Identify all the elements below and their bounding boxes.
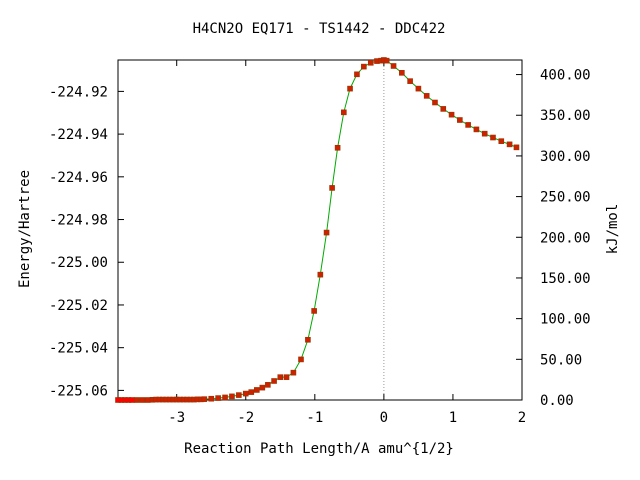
- data-point: [390, 63, 397, 69]
- data-point: [277, 374, 284, 380]
- data-point: [248, 389, 255, 395]
- x-tick-label: -1: [306, 410, 323, 426]
- series-line: [118, 59, 517, 401]
- x-tick-label: -3: [168, 410, 185, 426]
- data-point: [144, 397, 151, 403]
- x-tick-label: 0: [380, 410, 388, 426]
- data-point: [383, 57, 390, 64]
- y-tick-label: -225.02: [49, 298, 108, 314]
- data-point: [440, 106, 447, 112]
- data-point: [329, 185, 335, 191]
- data-point: [354, 71, 360, 78]
- data-point: [311, 308, 317, 314]
- data-point: [229, 393, 235, 400]
- data-point: [465, 122, 471, 128]
- data-point: [254, 387, 260, 393]
- y-tick-label: -224.92: [49, 84, 108, 100]
- data-point: [423, 93, 430, 99]
- y2-tick-label: 400.00: [540, 68, 591, 84]
- data-point: [506, 141, 513, 148]
- x-tick-label: 2: [518, 410, 526, 426]
- data-point: [473, 126, 480, 133]
- y-tick-label: -225.04: [49, 341, 108, 357]
- data-point: [283, 374, 290, 380]
- y-tick-label: -224.98: [49, 213, 108, 229]
- x-tick-label: -2: [237, 410, 254, 426]
- data-point: [236, 392, 242, 398]
- data-point: [481, 130, 488, 137]
- data-point: [265, 382, 271, 388]
- data-point: [317, 271, 324, 278]
- y2-tick-label: 0.00: [540, 393, 574, 409]
- data-point: [334, 144, 341, 151]
- data-point: [129, 397, 135, 403]
- y2-tick-label: 100.00: [540, 312, 591, 328]
- data-point: [513, 144, 520, 151]
- chart-title: H4CN2O EQ171 - TS1442 - DDC422: [193, 21, 446, 37]
- y-tick-label: -224.96: [49, 170, 108, 186]
- data-point: [367, 59, 374, 66]
- data-point: [347, 85, 353, 92]
- y2-tick-label: 50.00: [540, 352, 582, 368]
- data-point: [399, 70, 405, 76]
- data-point: [290, 369, 297, 376]
- data-point: [215, 395, 221, 401]
- data-point: [259, 384, 266, 391]
- y-tick-label: -225.06: [49, 383, 108, 399]
- x-axis-label: Reaction Path Length/A amu^{1/2}: [184, 441, 454, 457]
- y2-tick-label: 300.00: [540, 149, 591, 165]
- data-point: [457, 117, 463, 123]
- data-point: [341, 109, 347, 116]
- data-point: [242, 390, 249, 397]
- data-point: [448, 111, 455, 118]
- y-tick-label: -225.00: [49, 255, 108, 271]
- data-point: [201, 396, 208, 402]
- data-point: [498, 138, 505, 144]
- data-point: [323, 229, 330, 236]
- data-point: [133, 397, 140, 403]
- x-tick-label: 1: [449, 410, 457, 426]
- data-point: [222, 394, 228, 401]
- data-point: [361, 63, 367, 70]
- data-point: [139, 397, 145, 403]
- y-axis-right: 0.00 50.00 100.00 150.00 200.00 250.00 300.00 3…: [516, 68, 591, 409]
- data-point: [415, 85, 422, 92]
- data-point: [271, 378, 277, 384]
- y2-axis-label: kJ/mol: [605, 204, 621, 255]
- y2-tick-label: 250.00: [540, 190, 591, 206]
- energy-series: [115, 57, 520, 403]
- data-point: [432, 99, 438, 106]
- data-point: [298, 356, 304, 363]
- y-axis-left: -224.92 -224.94 -224.96 -224.98 -225.00 -225.…: [49, 84, 124, 399]
- y-axis-label: Energy/Hartree: [17, 170, 33, 288]
- plot-frame: [117, 59, 523, 401]
- y2-tick-label: 200.00: [540, 230, 591, 246]
- x-axis: -3 -2 -1 0 1 2: [168, 60, 526, 426]
- y2-tick-label: 350.00: [540, 108, 591, 124]
- data-point: [305, 336, 311, 343]
- data-point: [490, 134, 496, 141]
- y-tick-label: -224.94: [49, 127, 108, 143]
- y2-tick-label: 150.00: [540, 271, 591, 287]
- data-point: [208, 395, 215, 402]
- data-point: [407, 78, 413, 84]
